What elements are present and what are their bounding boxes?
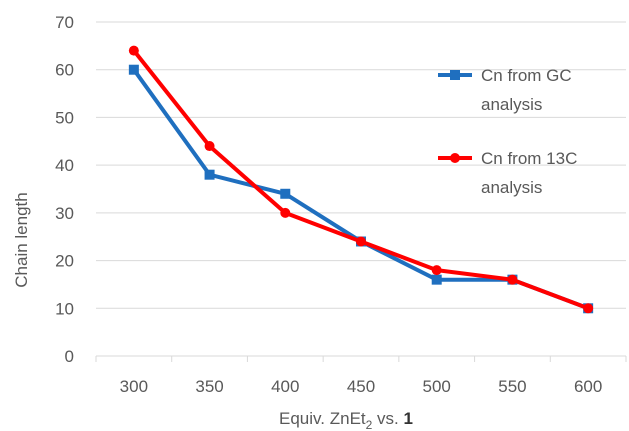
- series-13c-point: [583, 303, 594, 314]
- series-gc-point: [431, 274, 442, 285]
- series-13c-point: [280, 207, 291, 218]
- x-tick-label: 450: [347, 377, 375, 396]
- x-tick-label: 300: [120, 377, 148, 396]
- series-gc-point: [204, 169, 215, 180]
- y-tick-label: 30: [55, 204, 74, 223]
- legend-item-13c-swatch-marker: [450, 153, 460, 163]
- series-13c-point: [204, 141, 215, 152]
- legend: Cn from GC analysis Cn from 13C analysis: [438, 66, 577, 197]
- y-tick-label: 50: [55, 108, 74, 127]
- series-gc-point: [128, 64, 139, 75]
- legend-item-gc-label: Cn from GC: [481, 66, 572, 85]
- y-tick-label: 20: [55, 252, 74, 271]
- x-tick-label: 600: [574, 377, 602, 396]
- legend-item-gc-swatch-marker: [450, 70, 460, 80]
- y-tick-label: 10: [55, 299, 74, 318]
- y-tick-label: 0: [65, 347, 74, 366]
- x-axis-title-subscript: 2: [366, 418, 373, 431]
- x-tick-label: 350: [195, 377, 223, 396]
- y-axis-title: Chain length: [12, 192, 31, 287]
- x-tick-label: 400: [271, 377, 299, 396]
- legend-item-gc-label: analysis: [481, 95, 542, 114]
- x-tick-labels: 300 350 400 450 500 550 600: [120, 377, 603, 396]
- x-axis: [95, 355, 627, 362]
- series-layer: [128, 45, 594, 314]
- legend-item-13c: Cn from 13C analysis: [438, 149, 577, 197]
- y-tick-labels: 0 10 20 30 40 50 60 70: [55, 13, 74, 366]
- y-tick-label: 70: [55, 13, 74, 32]
- series-13c-point: [431, 265, 442, 276]
- x-tick-label: 500: [423, 377, 451, 396]
- x-axis-title-bold: 1: [404, 409, 413, 428]
- x-axis-title-main: Equiv. ZnEt: [279, 409, 366, 428]
- x-tick-label: 550: [498, 377, 526, 396]
- x-axis-title: Equiv. ZnEt2 vs. 1: [279, 409, 413, 431]
- x-axis-title-suffix: vs.: [372, 409, 403, 428]
- series-gc-point: [280, 188, 291, 199]
- legend-item-13c-label: Cn from 13C: [481, 149, 577, 168]
- legend-item-13c-label: analysis: [481, 178, 542, 197]
- series-13c-point: [128, 45, 139, 56]
- legend-item-gc: Cn from GC analysis: [438, 66, 572, 114]
- series-13c-point: [356, 236, 366, 247]
- y-tick-label: 40: [55, 156, 74, 175]
- series-13c: [128, 45, 594, 314]
- y-tick-label: 60: [55, 61, 74, 80]
- series-13c-point: [507, 274, 518, 285]
